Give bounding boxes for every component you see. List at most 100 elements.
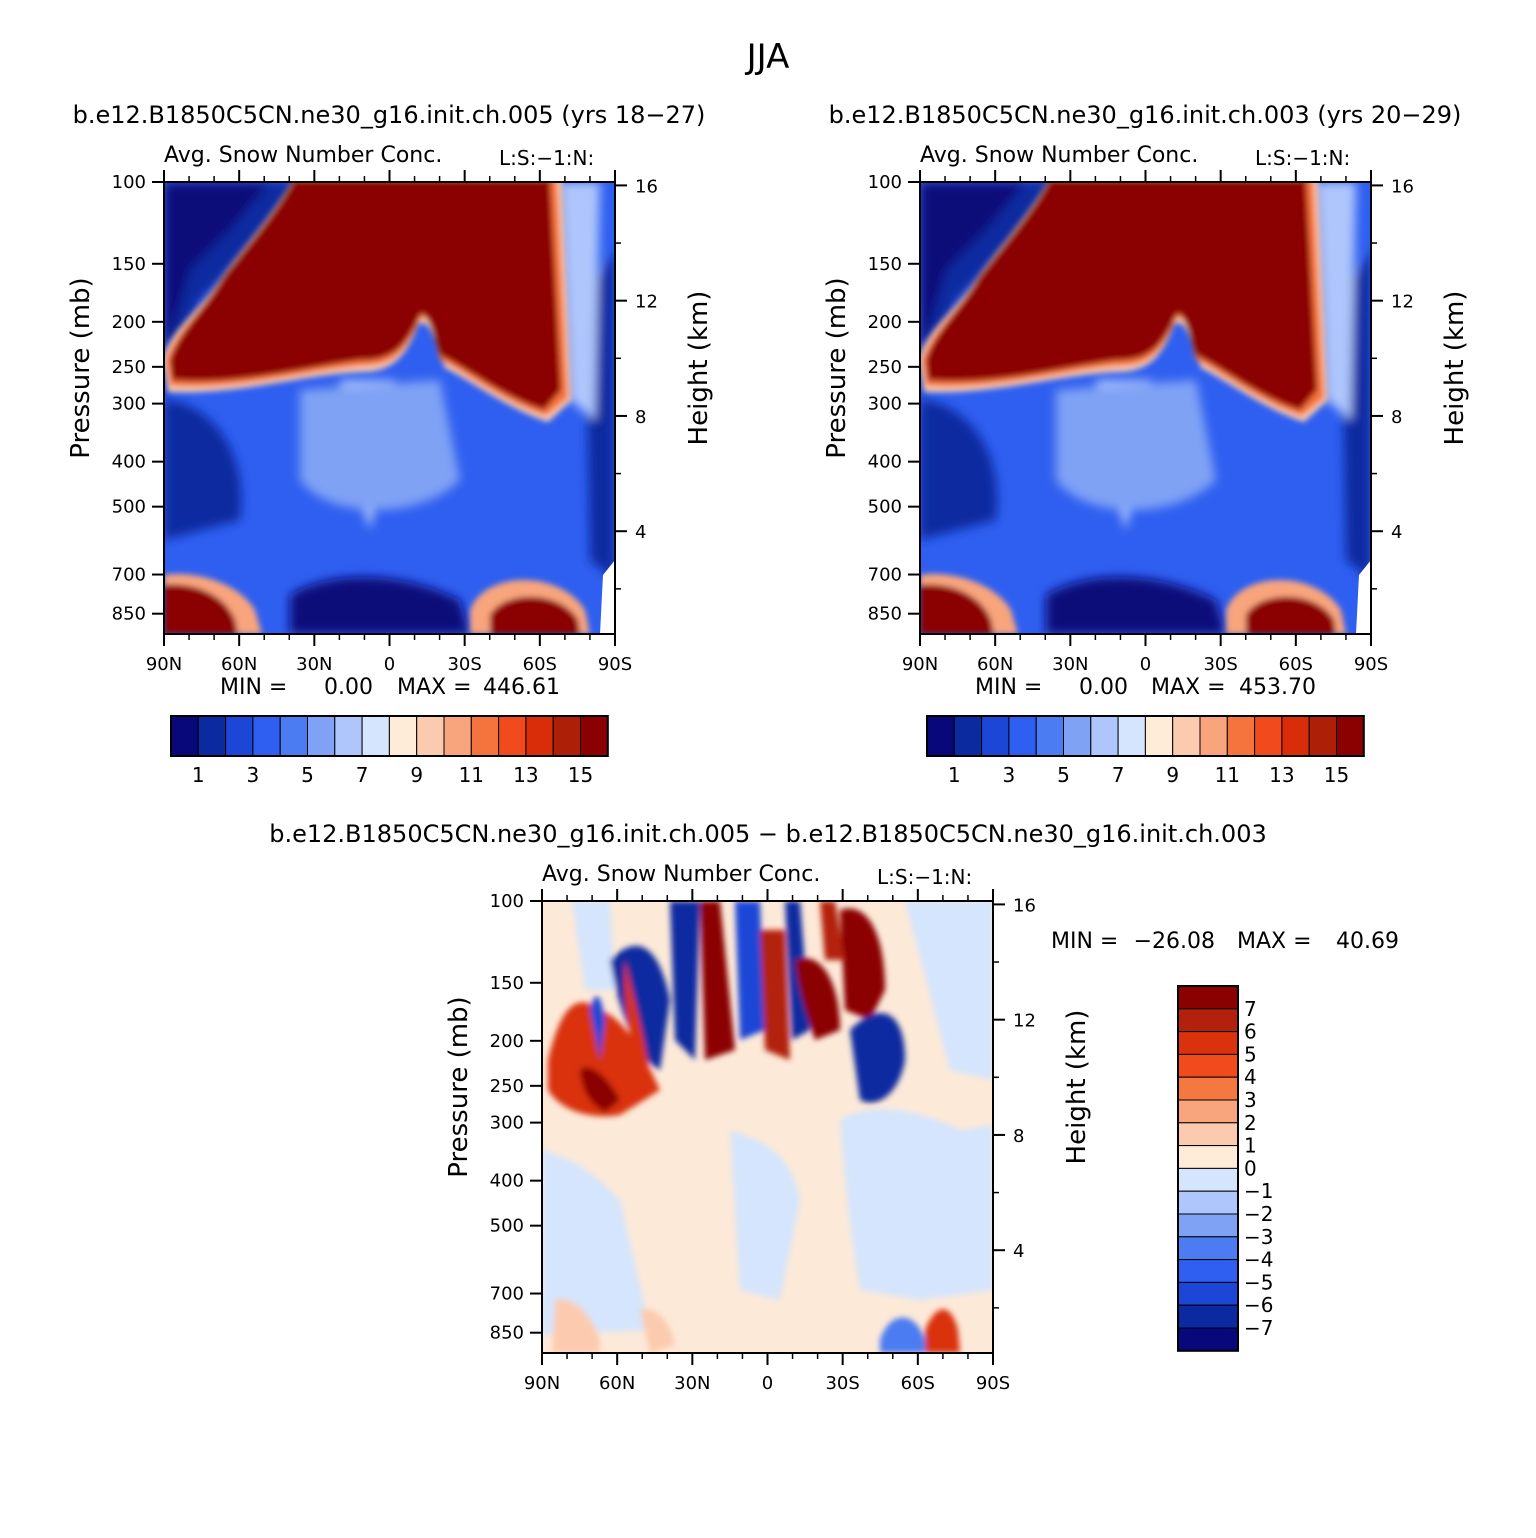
y-tick-label: 100: [868, 172, 902, 193]
colorbar-label: 7: [1244, 997, 1257, 1021]
colorbar-box: [197, 715, 227, 757]
x-tick-label: 90N: [524, 1373, 560, 1394]
panel-diff: b.e12.B1850C5CN.ne30_g16.init.ch.005 − b…: [269, 820, 1399, 1394]
panel-diff-max-value: 40.69: [1336, 929, 1399, 954]
y-tick-label: 700: [868, 565, 902, 586]
colorbar-label: 13: [1269, 763, 1294, 787]
panel-diff-units: L:S:−1:N:: [877, 865, 972, 889]
panel-control: b.e12.B1850C5CN.ne30_g16.init.ch.003 (yr…: [822, 101, 1470, 787]
colorbar-box: [981, 715, 1010, 757]
y-tick-label: 300: [490, 1113, 524, 1134]
colorbar-box: [580, 715, 609, 757]
colorbar-box: [416, 715, 445, 757]
colorbar-box: [552, 715, 582, 757]
y2-tick-label: 12: [635, 292, 658, 313]
colorbar-box: [1177, 1259, 1239, 1283]
colorbar-box: [170, 715, 199, 757]
panel-control-colorbar: 1 3 5 7 9 11 13 15: [926, 715, 1365, 787]
panel-diff-field-red-core-west: [580, 1067, 620, 1112]
colorbar-box: [1177, 1008, 1239, 1033]
colorbar-label: −3: [1244, 1225, 1273, 1249]
x-tick-label: 30N: [674, 1373, 710, 1394]
x-tick-label: 30S: [825, 1373, 859, 1394]
colorbar-frame: [1177, 985, 1239, 1352]
colorbar-box: [1177, 1145, 1239, 1169]
panel-diff-field-blue-lower-east: [850, 1013, 905, 1103]
colorbar-label: 15: [1324, 763, 1349, 787]
panel-control-field-surface-red-west: [920, 584, 994, 634]
y-tick-label: 850: [112, 604, 146, 625]
y2-tick-label: 4: [1013, 1241, 1024, 1262]
colorbar-box: [1177, 1122, 1239, 1147]
colorbar-box: [1177, 1213, 1239, 1238]
panel-diff-min-label: MIN =: [1051, 929, 1118, 954]
y-tick-label: 500: [868, 497, 902, 518]
colorbar-box: [1144, 715, 1174, 757]
colorbar-label: −4: [1244, 1248, 1273, 1272]
colorbar-label: 11: [459, 763, 484, 787]
y-tick-label: 250: [490, 1076, 524, 1097]
y2-tick-label: 8: [1013, 1126, 1024, 1147]
panel-case-field-missing-data: [600, 560, 615, 634]
y-tick-label: 200: [868, 312, 902, 333]
colorbar-box: [926, 715, 955, 757]
panel-case-field-red-core: [170, 182, 561, 410]
y2-tick-label: 16: [635, 176, 658, 197]
y-tick-label: 100: [112, 172, 146, 193]
colorbar-box: [1172, 715, 1201, 757]
panel-case-max-label: MAX =: [397, 675, 472, 700]
panel-diff-field-orange-surface-mid: [640, 1309, 675, 1353]
colorbar-box: [953, 715, 983, 757]
x-tick-label: 90S: [976, 1373, 1010, 1394]
colorbar-label: 3: [1244, 1088, 1257, 1112]
panel-case-field-light-plume-2: [300, 380, 460, 510]
colorbar-box: [361, 715, 390, 757]
x-tick-label: 0: [1140, 654, 1151, 675]
y-tick-label: 300: [112, 394, 146, 415]
panel-case-field-dark-blue-core: [164, 182, 270, 340]
colorbar-label: 1: [948, 763, 961, 787]
colorbar-box: [225, 715, 254, 757]
panel-case-axes: 90N 60N 30N 0 30S 60S 90S 100 150 200 250 300 400 500…: [66, 170, 714, 675]
y-tick-label: 150: [490, 973, 524, 994]
y2-tick-label: 12: [1013, 1011, 1036, 1032]
x-tick-label: 0: [384, 654, 395, 675]
colorbar-label: 9: [410, 763, 423, 787]
colorbar-box: [1063, 715, 1092, 757]
y-tick-label: 250: [868, 357, 902, 378]
colorbar-label: 0: [1244, 1156, 1257, 1180]
panel-control-field-light-plume-2: [1056, 380, 1216, 510]
panel-case-plot-area: [164, 182, 615, 634]
y-tick-label: 200: [112, 312, 146, 333]
y-tick-label: 150: [868, 254, 902, 275]
panel-case-max-value: 446.61: [483, 675, 560, 700]
colorbar-box: [1177, 1281, 1239, 1306]
colorbar-box: [307, 715, 336, 757]
x-tick-label: 60S: [523, 654, 557, 675]
colorbar-label: 13: [513, 763, 538, 787]
panel-control-field-dark-blue-core: [920, 182, 1026, 340]
x-tick-label: 60N: [221, 654, 257, 675]
colorbar-label: −6: [1244, 1293, 1273, 1317]
panel-diff-field-light-blue-upper-west: [572, 901, 615, 990]
panel-control-plot-area: [920, 182, 1371, 634]
x-tick-label: 60S: [1279, 654, 1313, 675]
colorbar-box: [1177, 1031, 1239, 1055]
colorbar-box: [279, 715, 309, 757]
panel-diff-field-light-blue-far-east: [905, 901, 993, 1080]
panel-diff-field-red-surface-east: [925, 1309, 960, 1353]
colorbar-box: [1177, 1099, 1239, 1124]
colorbar-label: −2: [1244, 1202, 1273, 1226]
colorbar-label: 4: [1244, 1065, 1257, 1089]
colorbar-label: 5: [1057, 763, 1070, 787]
panel-diff-field-light-blue-mid: [730, 1130, 800, 1300]
panel-diff-axes: 90N 60N 30N 0 30S 60S 90S 100 150 200 250 300 400 500…: [444, 889, 1092, 1394]
panel-diff-field-red-col-3: [700, 901, 735, 1060]
panel-diff-min-value: −26.08: [1134, 929, 1215, 954]
colorbar-label: 3: [1003, 763, 1016, 787]
panel-control-max-value: 453.70: [1239, 675, 1316, 700]
x-tick-label: 30N: [296, 654, 332, 675]
panel-diff-field-blue-col-2: [670, 901, 700, 1060]
x-tick-label: 60N: [977, 654, 1013, 675]
x-tick-label: 0: [762, 1373, 773, 1394]
